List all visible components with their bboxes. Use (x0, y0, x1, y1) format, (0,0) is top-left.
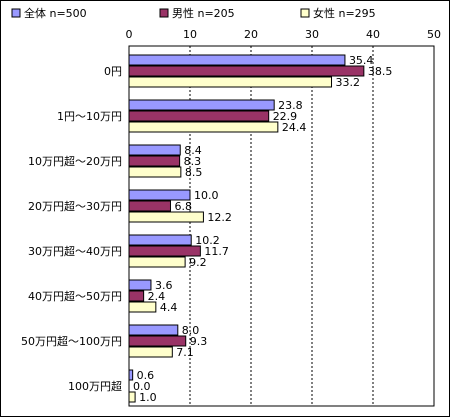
bar-7-2 (128, 391, 136, 403)
data-label-4-0: 10.2 (195, 234, 220, 247)
data-label-7-0: 0.6 (137, 369, 155, 382)
data-label-7-1: 0.0 (133, 380, 151, 393)
bar-5-0 (128, 279, 152, 291)
category-label-1: 1円～10万円 (57, 110, 122, 123)
bar-4-2 (128, 256, 186, 268)
category-label-6: 50万円超～100万円 (21, 334, 122, 348)
data-label-6-1: 9.3 (190, 335, 208, 348)
bar-1-1 (128, 110, 270, 122)
data-label-2-0: 8.4 (184, 144, 202, 157)
data-label-5-0: 3.6 (155, 279, 173, 292)
data-label-1-0: 23.8 (278, 99, 303, 112)
bar-6-1 (128, 335, 187, 347)
category-labels: 0円 1円～10万円 10万円超～20万円 20万円超～30万円 30万円超～40万円 4… (21, 65, 122, 393)
category-label-4: 30万円超～40万円 (28, 244, 122, 258)
data-label-4-2: 9.2 (189, 256, 207, 269)
data-label-3-0: 10.0 (194, 189, 219, 202)
bar-7-0 (128, 369, 134, 381)
x-tick-label-2: 20 (244, 28, 258, 41)
plot-area-frame (128, 45, 435, 407)
x-tick-label-0: 0 (126, 28, 133, 41)
data-label-1-2: 24.4 (282, 121, 307, 134)
bar-5-2 (128, 301, 157, 313)
x-tick-label-3: 30 (305, 28, 319, 41)
bar-6-2 (128, 346, 173, 358)
legend: 全体 n=500 男性 n=205 女性 n=295 (11, 6, 376, 20)
data-label-0-1: 38.5 (368, 65, 393, 78)
bar-4-0 (128, 234, 192, 246)
data-label-2-2: 8.5 (185, 166, 203, 179)
bar-3-1 (128, 200, 171, 212)
bar-0-1 (128, 65, 365, 77)
bar-0-0 (128, 54, 346, 66)
x-tick-label-1: 10 (183, 28, 197, 41)
legend-label-1: 男性 n=205 (172, 6, 235, 20)
category-label-7: 100万円超 (68, 379, 122, 393)
legend-label-0: 全体 n=500 (24, 6, 87, 20)
bar-5-1 (128, 290, 145, 302)
bar-3-2 (128, 211, 204, 223)
bar-0-2 (128, 76, 333, 88)
category-label-2: 10万円超～20万円 (28, 154, 122, 168)
data-label-6-0: 8.0 (182, 324, 200, 337)
bar-2-0 (128, 144, 181, 156)
data-label-6-2: 7.1 (176, 346, 194, 359)
data-label-0-0: 35.4 (349, 54, 374, 67)
data-label-5-1: 2.4 (148, 290, 166, 303)
data-label-4-1: 11.7 (204, 245, 229, 258)
bar-3-0 (128, 189, 191, 201)
legend-swatch-1 (159, 8, 169, 18)
data-label-2-1: 8.3 (184, 155, 202, 168)
x-tick-label-4: 40 (366, 28, 380, 41)
x-tick-label-5: 50 (427, 28, 441, 41)
legend-label-2: 女性 n=295 (313, 6, 376, 20)
data-label-5-2: 4.4 (160, 301, 178, 314)
data-label-1-1: 22.9 (273, 110, 298, 123)
legend-swatch-2 (300, 8, 310, 18)
bars: 35.438.5 33.2 23.822.924.4 8.48.38.5 10.06.8… (128, 54, 393, 404)
bar-1-2 (128, 121, 279, 133)
category-label-0: 0円 (104, 65, 122, 78)
data-label-7-2: 1.0 (139, 391, 157, 404)
category-label-3: 20万円超～30万円 (28, 199, 122, 213)
data-label-3-2: 12.2 (207, 211, 232, 224)
x-axis-ticks: 0 10 20 30 40 50 (126, 28, 442, 41)
bar-2-2 (128, 166, 182, 178)
legend-swatch-0 (11, 8, 21, 18)
data-label-3-1: 6.8 (174, 200, 192, 213)
bar-4-1 (128, 245, 201, 257)
bar-2-1 (128, 155, 181, 167)
bar-6-0 (128, 324, 179, 336)
data-label-0-2: 33.2 (336, 76, 361, 89)
bar-1-0 (128, 99, 275, 111)
category-label-5: 40万円超～50万円 (28, 289, 122, 303)
